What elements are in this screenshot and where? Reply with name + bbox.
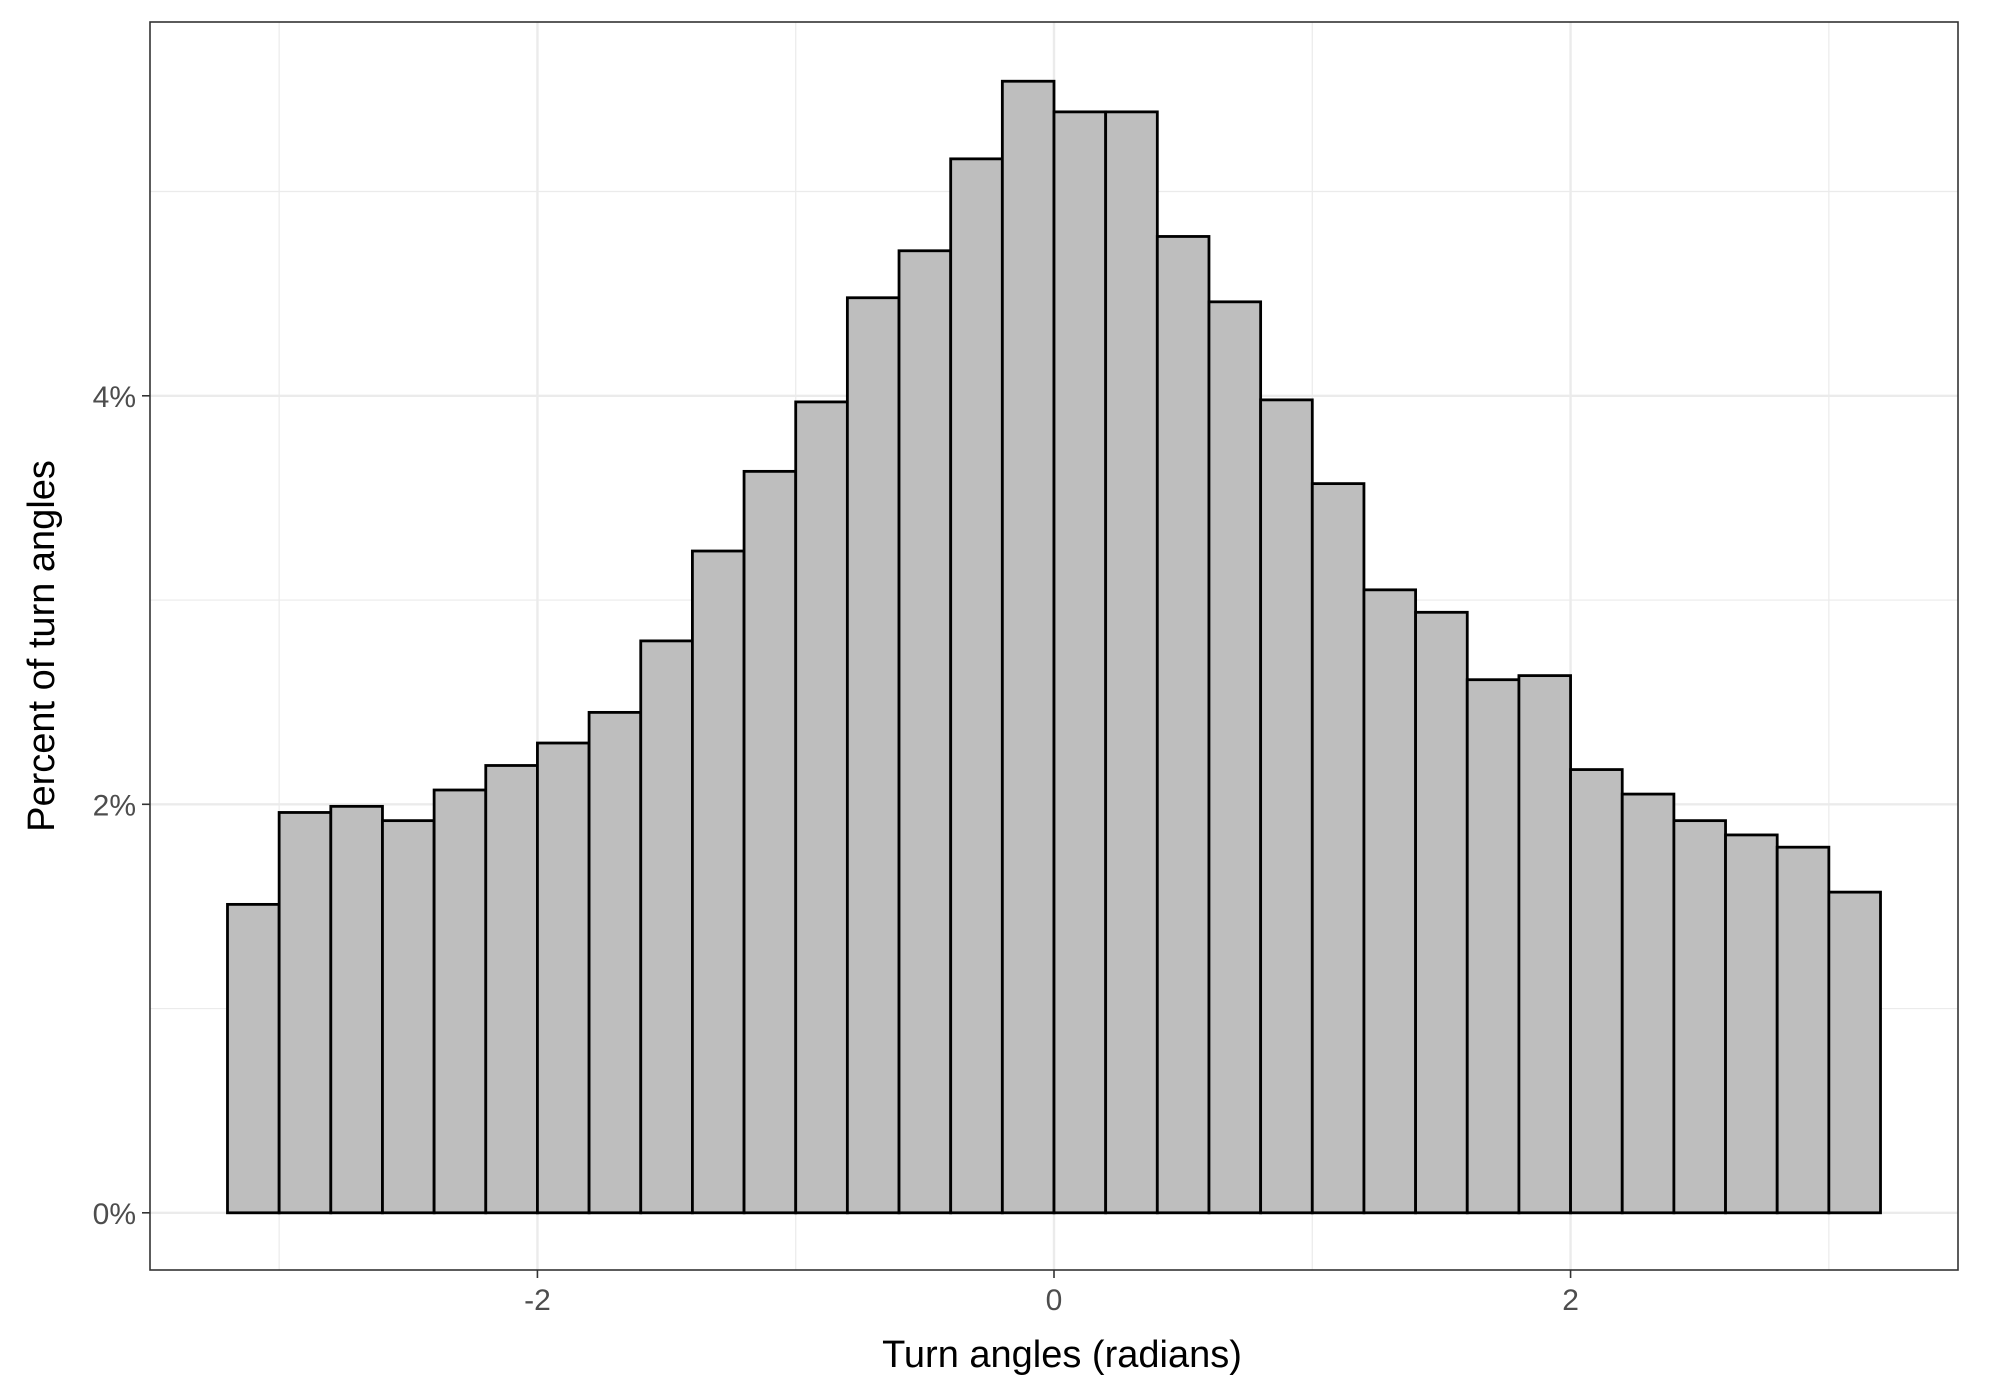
- histogram-bar-4: [432, 788, 488, 1215]
- y-tick-label-0: 0%: [93, 1198, 136, 1231]
- histogram-bar-21: [1310, 482, 1366, 1215]
- histogram-bar-20: [1259, 398, 1314, 1215]
- histogram-bar-5: [484, 764, 539, 1215]
- histogram-bar-27: [1620, 792, 1676, 1215]
- x-tick-label-1: 0: [1046, 1284, 1063, 1317]
- histogram-bar-28: [1672, 819, 1727, 1215]
- histogram-bar-0: [226, 902, 281, 1215]
- histogram-bar-11: [794, 400, 849, 1215]
- y-axis-title: Percent of turn angles: [21, 460, 63, 832]
- histogram-bar-24: [1465, 678, 1521, 1215]
- histogram-bar-10: [742, 469, 798, 1215]
- histogram-bar-9: [691, 549, 746, 1215]
- histogram-bar-15: [1000, 79, 1056, 1215]
- histogram-bar-26: [1569, 768, 1624, 1215]
- histogram-bar-2: [329, 804, 384, 1215]
- histogram-bar-7: [587, 710, 643, 1215]
- histogram-bar-30: [1775, 845, 1831, 1215]
- histogram-bar-6: [536, 741, 591, 1215]
- x-tick-label-0: -2: [524, 1284, 551, 1317]
- y-tick-label-1: 2%: [93, 789, 136, 822]
- histogram-bar-29: [1724, 833, 1779, 1215]
- x-axis-title: Turn angles (radians): [882, 1334, 1242, 1376]
- y-tick-label-2: 4%: [93, 381, 136, 414]
- histogram-bar-19: [1207, 300, 1263, 1215]
- axis-ticks: -2 0 2 0% 2% 4%: [93, 381, 1579, 1317]
- x-tick-label-2: 2: [1562, 1284, 1579, 1317]
- histogram-bar-13: [897, 249, 953, 1215]
- histogram-bar-23: [1414, 610, 1469, 1215]
- histogram-bar-17: [1104, 110, 1159, 1215]
- histogram-bar-31: [1827, 890, 1882, 1215]
- histogram-bar-3: [381, 819, 436, 1215]
- histogram-bar-14: [949, 157, 1004, 1215]
- histogram-bar-22: [1362, 588, 1418, 1215]
- histogram-bar-8: [639, 639, 694, 1215]
- histogram-bars: [226, 79, 1882, 1215]
- histogram-bar-16: [1052, 110, 1108, 1215]
- histogram-bar-25: [1517, 674, 1572, 1215]
- histogram-bar-12: [845, 296, 901, 1215]
- histogram-bar-18: [1155, 235, 1211, 1215]
- histogram-bar-1: [277, 811, 333, 1215]
